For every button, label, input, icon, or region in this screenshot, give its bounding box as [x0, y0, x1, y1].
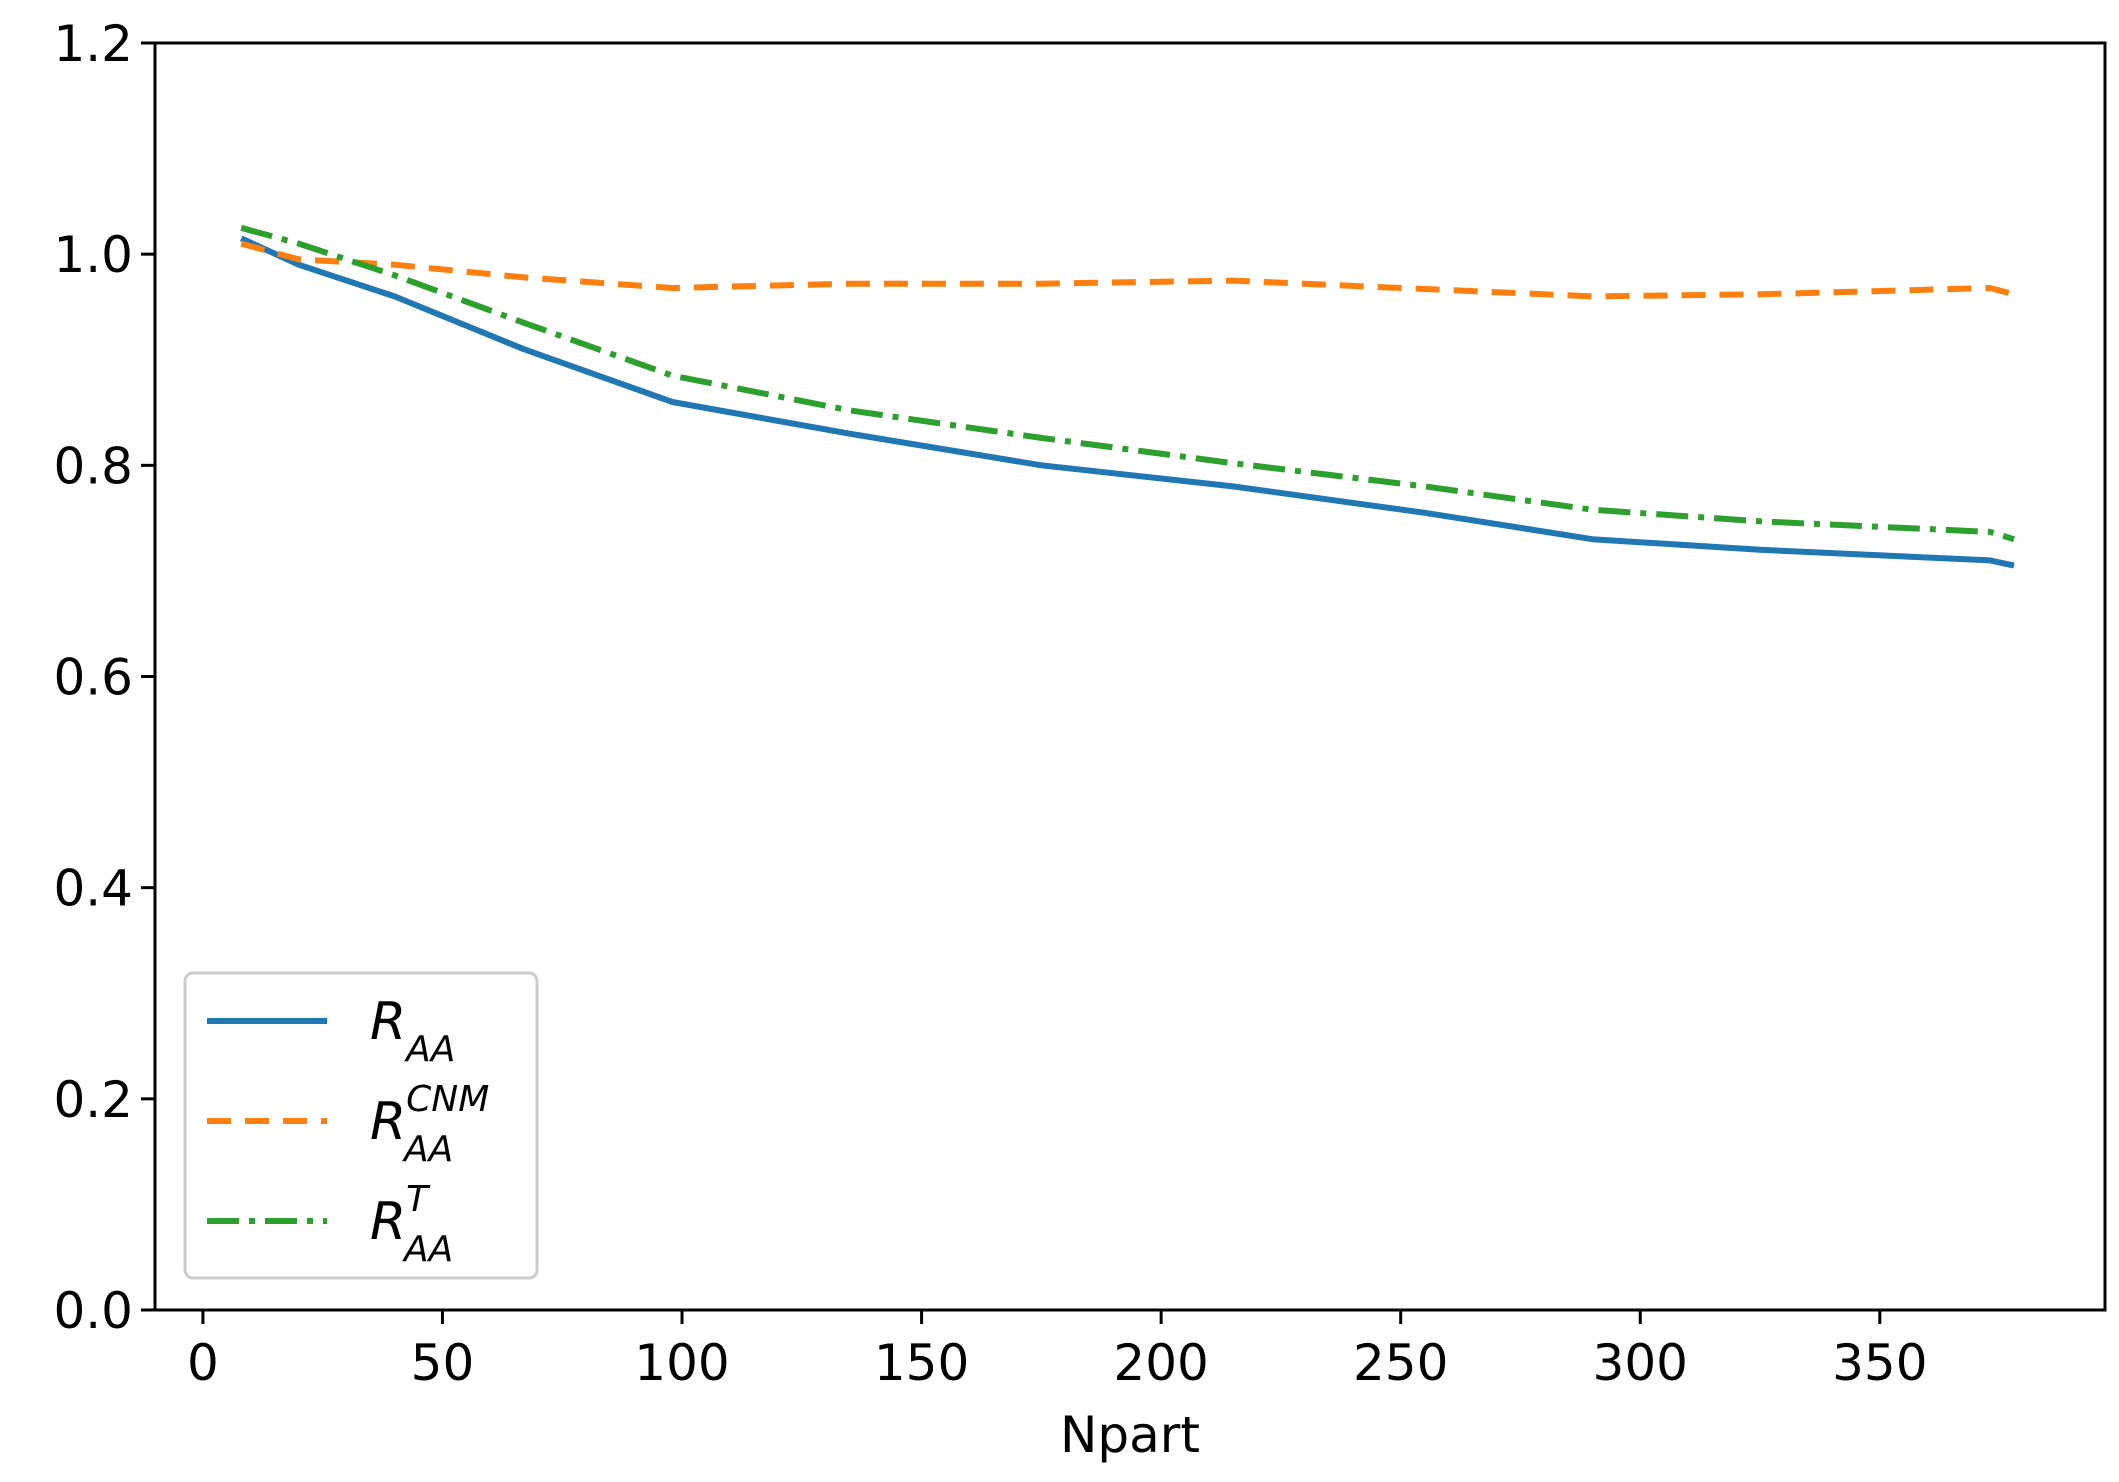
x-tick-label: 150 [874, 1334, 969, 1392]
legend-label-main: R [370, 1092, 406, 1152]
x-tick-label: 250 [1353, 1334, 1448, 1392]
y-tick-label: 1.2 [53, 15, 133, 73]
legend-box [183, 971, 539, 1280]
legend-label-main: R [370, 992, 406, 1052]
series-line-raa_cnm [240, 240, 2015, 300]
y-tick-label: 0.6 [53, 649, 133, 707]
x-tick-label: 50 [411, 1334, 475, 1392]
legend-label-raa: RAA [370, 992, 455, 1070]
legend-label-sub: AA [402, 1229, 453, 1270]
y-tick-label: 1.0 [53, 226, 133, 284]
series-line-raa_t [240, 224, 2015, 543]
legend-label-sub: AA [402, 1129, 453, 1170]
y-tick-label: 0.8 [53, 437, 133, 495]
legend-label-raa_t: RT AA [370, 1179, 453, 1270]
legend-label-sub: AA [404, 1029, 455, 1070]
x-tick-label: 350 [1832, 1334, 1927, 1392]
x-tick-label: 0 [187, 1334, 219, 1392]
x-tick-label: 300 [1593, 1334, 1688, 1392]
axes-layer: 0 50 100 150 200 250 300 350 0.0 0.2 0.4 0.6 0.8 1.0 1… [53, 15, 1927, 1392]
series-line-raa [239, 235, 2015, 569]
x-tick-label: 200 [1113, 1334, 1208, 1392]
y-tick-label: 0.2 [53, 1071, 133, 1129]
x-axis-title: Npart [1060, 1406, 1200, 1464]
x-tick-label: 100 [634, 1334, 729, 1392]
y-tick-label: 0.0 [53, 1282, 133, 1340]
series-layer [239, 224, 2015, 569]
legend-label-raa_cnm: RCNM AA [370, 1079, 489, 1170]
legend-label-sup: CNM [406, 1079, 489, 1120]
legend-label-main: R [370, 1192, 406, 1252]
y-tick-label: 0.4 [53, 860, 133, 918]
legend-label-sup: T [406, 1179, 431, 1220]
